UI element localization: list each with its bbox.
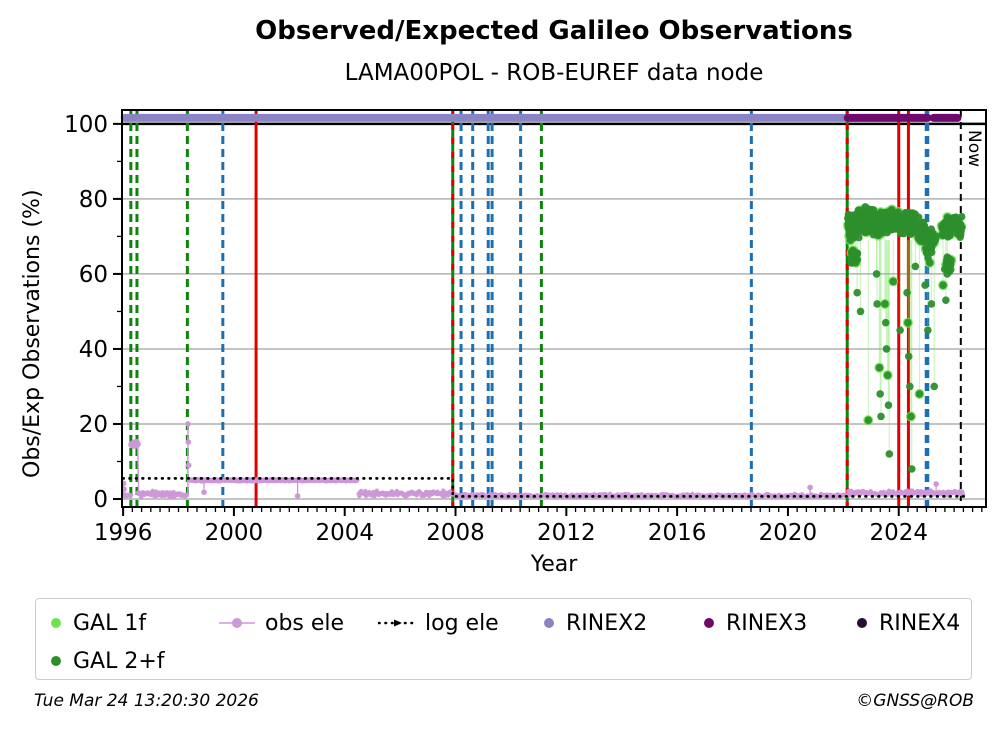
legend-label: RINEX2: [566, 610, 648, 636]
legend-label: RINEX4: [879, 610, 961, 636]
svg-text:1996: 1996: [94, 520, 153, 546]
copyright: ©GNSS@ROB: [856, 691, 974, 711]
chart-title: Observed/Expected Galileo Observations: [255, 16, 853, 46]
svg-text:80: 80: [79, 187, 108, 213]
chart-subtitle: LAMA00POL - ROB-EUREF data node: [344, 60, 764, 86]
legend-item-gal-1f: GAL 1f: [48, 608, 146, 638]
legend-label: GAL 1f: [73, 610, 147, 636]
legend-label: GAL 2+f: [73, 648, 165, 674]
svg-text:2012: 2012: [537, 520, 596, 546]
svg-text:2004: 2004: [315, 520, 374, 546]
now-annotation: Now: [964, 130, 984, 168]
legend-dot-icon: [51, 618, 61, 628]
svg-text:2000: 2000: [205, 520, 264, 546]
legend-item-log-ele: log ele: [378, 608, 499, 638]
legend-label: RINEX3: [726, 610, 808, 636]
legend-item-obs-ele: obs ele: [218, 608, 344, 638]
legend-item-rinex2: RINEX2: [541, 608, 647, 638]
svg-text:0: 0: [93, 487, 108, 513]
legend-dot-icon: [857, 618, 867, 628]
svg-text:2024: 2024: [869, 520, 928, 546]
legend-dotted-line-icon: [378, 619, 416, 627]
legend-line-dot-icon: [219, 618, 255, 628]
plot-area: 1996 2000 2004 2008 2012 2016 2020 2024 0 20 40 60 8…: [64, 109, 987, 546]
legend: GAL 1f obs ele log ele RINEX2 RINEX3 RINEX4 GA…: [35, 598, 972, 680]
svg-text:2020: 2020: [759, 520, 818, 546]
timestamp: Tue Mar 24 13:20:30 2026: [34, 691, 259, 711]
legend-item-gal-2-f: GAL 2+f: [48, 646, 165, 676]
legend-item-rinex4: RINEX4: [854, 608, 960, 638]
svg-text:20: 20: [79, 412, 108, 438]
svg-text:2008: 2008: [426, 520, 485, 546]
svg-text:100: 100: [64, 112, 108, 138]
x-axis-label: Year: [530, 552, 578, 577]
legend-item-rinex3: RINEX3: [701, 608, 807, 638]
legend-dot-icon: [544, 618, 554, 628]
svg-text:60: 60: [79, 262, 108, 288]
legend-label: log ele: [425, 610, 499, 636]
legend-dot-icon: [704, 618, 714, 628]
legend-label: obs ele: [265, 610, 345, 636]
svg-text:2016: 2016: [648, 520, 707, 546]
svg-text:40: 40: [79, 337, 108, 363]
legend-dot-icon: [51, 656, 61, 666]
